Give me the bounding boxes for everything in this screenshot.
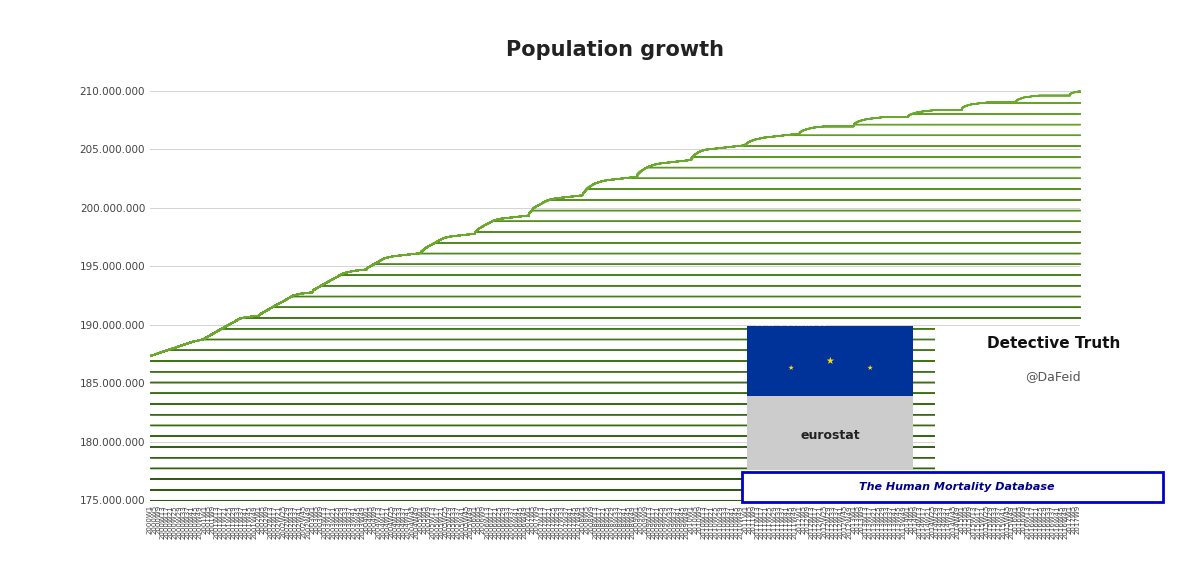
Text: The Human Mortality Database: The Human Mortality Database xyxy=(859,482,1055,492)
Bar xyxy=(746,326,913,470)
Text: ★: ★ xyxy=(866,365,872,371)
Text: eurostat: eurostat xyxy=(800,429,859,442)
Bar xyxy=(743,472,1163,502)
Text: ★: ★ xyxy=(787,365,793,371)
Text: Detective Truth: Detective Truth xyxy=(986,336,1120,351)
Text: @DaFeid: @DaFeid xyxy=(1026,370,1081,383)
Text: ★: ★ xyxy=(826,356,834,366)
Bar xyxy=(935,326,1171,470)
Title: Population growth: Population growth xyxy=(506,40,724,60)
Bar xyxy=(746,326,913,396)
Text: data source: data source xyxy=(756,320,826,333)
